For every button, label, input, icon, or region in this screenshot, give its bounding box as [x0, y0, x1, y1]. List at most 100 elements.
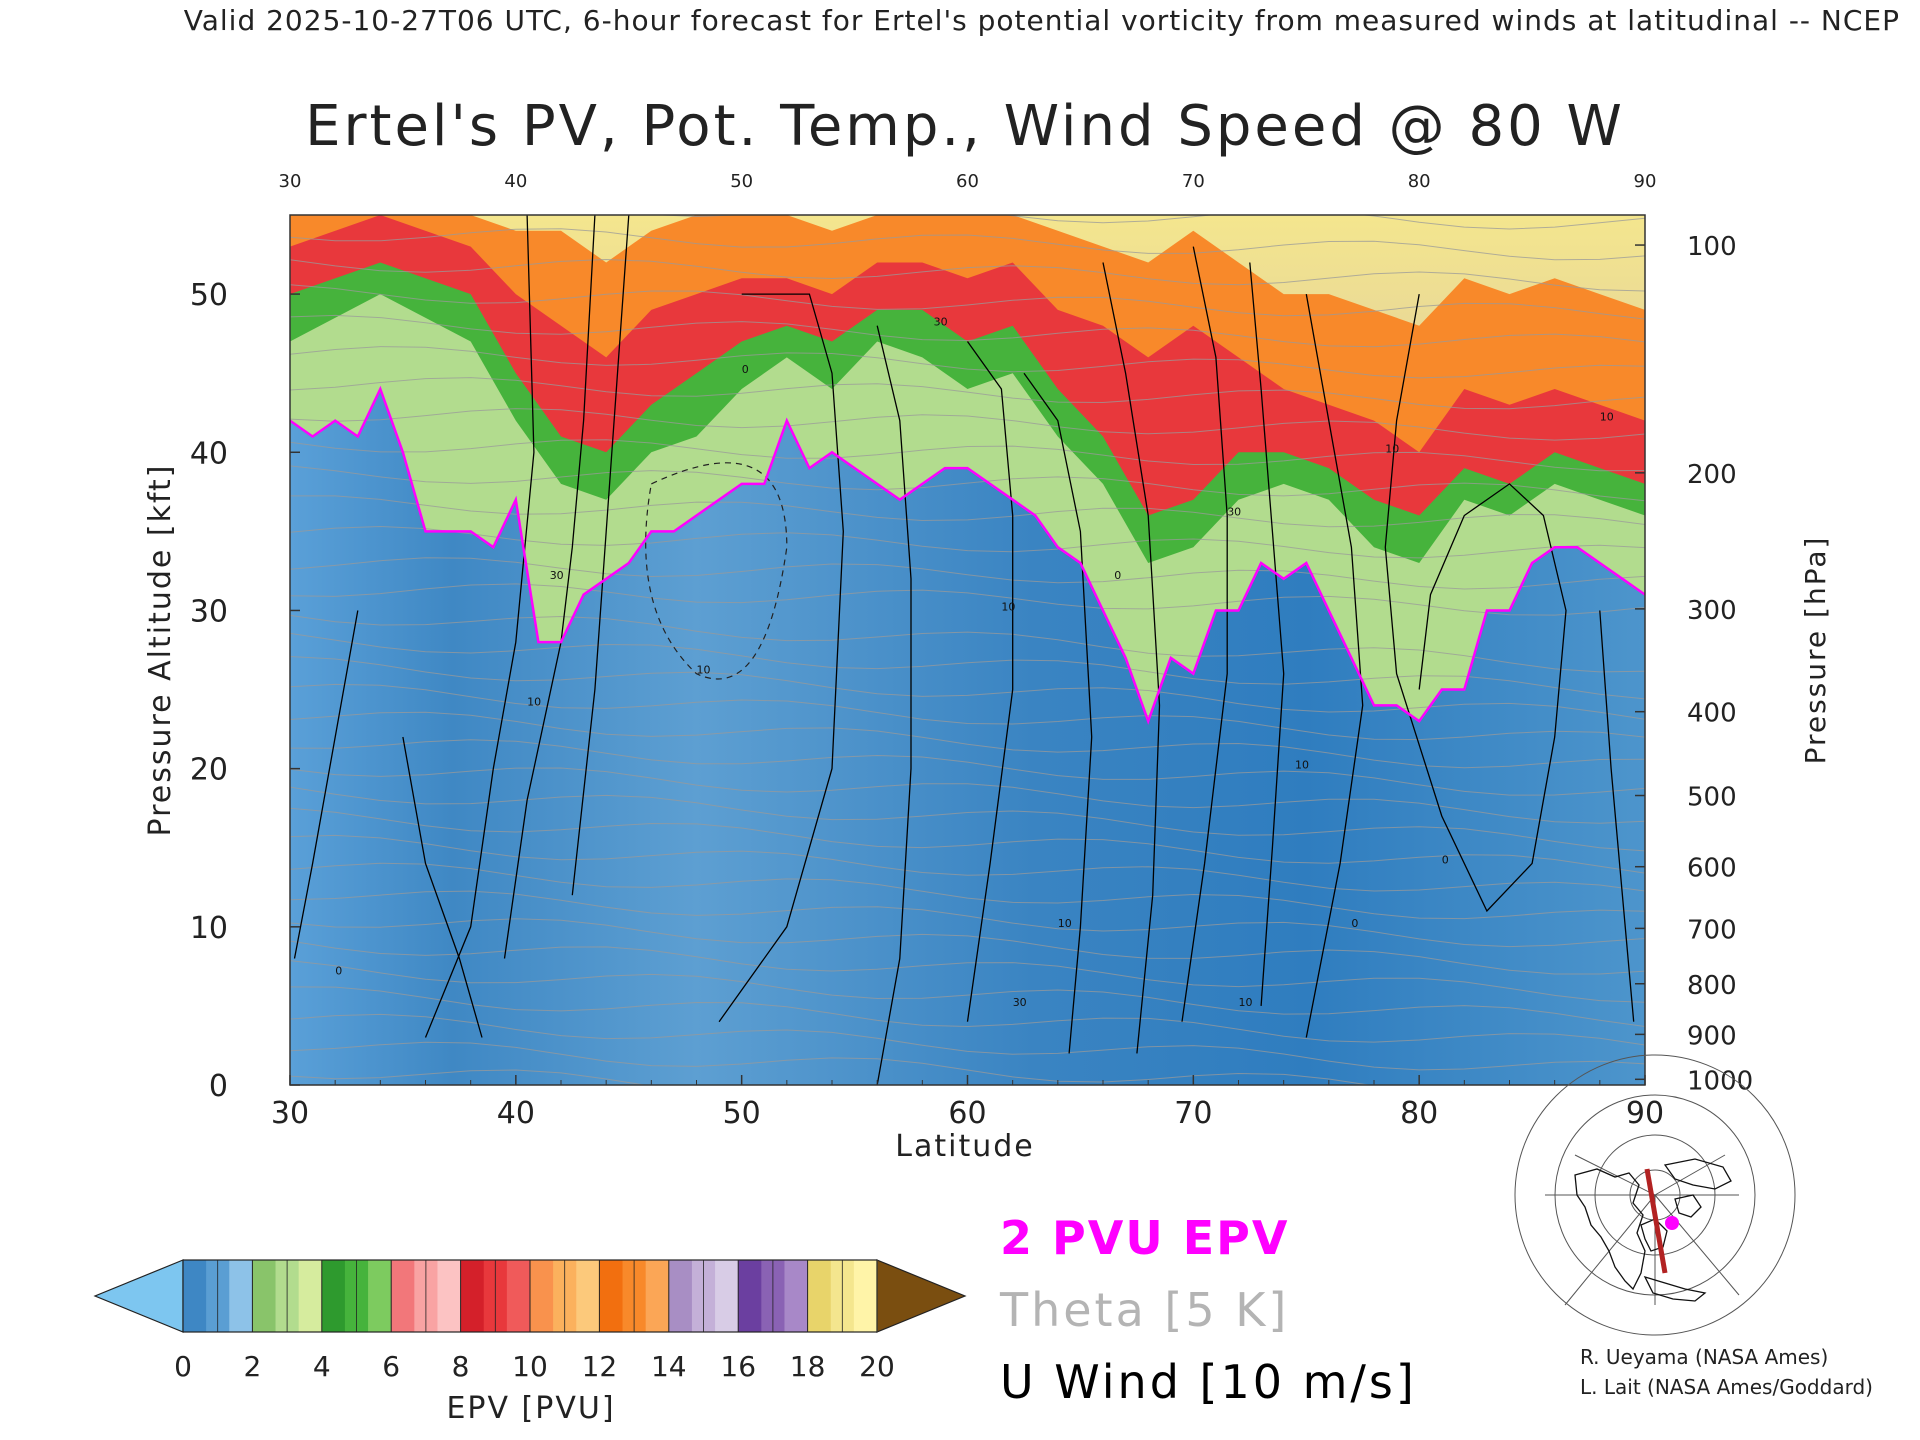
theta-line [290, 258, 1645, 292]
section-line [1644, 1168, 1668, 1274]
wind-contour-line [402, 736, 483, 1038]
colorbar-tick-label: 14 [651, 1350, 687, 1383]
theta-line [290, 890, 1645, 948]
colorbar-tick-label: 12 [582, 1350, 618, 1383]
y-tick-label: 20 [190, 753, 228, 788]
wind-contour-label: 30 [1227, 506, 1241, 519]
colorbar-swatch [645, 1260, 670, 1332]
theta-contours [290, 215, 1645, 1085]
y-tick-label: 40 [190, 436, 228, 471]
theta-line [290, 656, 1645, 720]
tropopause-2pvu-line [290, 385, 1645, 725]
colorbar-swatch [229, 1260, 253, 1332]
theta-line [290, 408, 1645, 441]
wind-contour-label: 10 [1295, 759, 1309, 772]
theta-line [290, 739, 1645, 796]
wind-contours [293, 215, 1635, 1085]
wind-contour-label: 0 [742, 363, 749, 376]
y-right-tick-label: 200 [1687, 460, 1737, 490]
theta-line [290, 683, 1645, 741]
wind-contour-line [718, 293, 844, 1023]
wind-contour-label: 10 [1001, 601, 1015, 614]
wind-contour-line [1102, 262, 1161, 1054]
theta-line [290, 284, 1645, 320]
theta-line [290, 986, 1645, 1046]
colorbar-swatch [321, 1260, 346, 1332]
x-top-tick-label: 70 [1182, 171, 1205, 192]
wind-contour-line [1249, 262, 1285, 1006]
wind-contour-line [876, 325, 912, 1085]
theta-line [290, 940, 1645, 1003]
location-map [1514, 1054, 1796, 1336]
y-axis-right-label: Pressure [hPa] [1799, 536, 1832, 765]
colorbar-swatch [599, 1260, 624, 1332]
colorbar-swatch [784, 1260, 809, 1332]
colorbar-swatch [715, 1260, 739, 1332]
wind-contour-label: 10 [1058, 917, 1072, 930]
y-tick-label: 10 [190, 911, 228, 946]
wind-contour-line [1384, 293, 1567, 913]
credits: R. Ueyama (NASA Ames) L. Lait (NASA Ames… [1580, 1342, 1873, 1402]
x-top-tick-label: 40 [504, 171, 527, 192]
colorbar-tick-label: 10 [512, 1350, 548, 1383]
wind-contour-label: 10 [697, 664, 711, 677]
theta-line [290, 834, 1645, 892]
x-tick-label: 60 [948, 1096, 986, 1131]
colorbar-tick-label: 18 [790, 1350, 826, 1383]
colorbar-swatch [853, 1260, 878, 1332]
y-right-tick-label: 500 [1687, 783, 1737, 813]
x-tick-label: 80 [1400, 1096, 1438, 1131]
location-dot [1665, 1216, 1679, 1230]
colorbar-over-arrow [876, 1259, 967, 1333]
colorbar-tick-label: 6 [382, 1350, 400, 1383]
band-troposphere [290, 389, 1645, 1085]
theta-line [290, 314, 1645, 348]
y-axis-left-label: Pressure Altitude [kft] [143, 464, 178, 837]
colorbar-tick-label: 2 [243, 1350, 261, 1383]
wind-contour-line [293, 610, 359, 959]
x-top-tick-label: 60 [956, 171, 979, 192]
x-tick-label: 40 [497, 1096, 535, 1131]
colorbar-label: EPV [PVU] [446, 1391, 615, 1426]
wind-contour-label: 0 [1114, 569, 1121, 582]
legend-2pvu-epv: 2 PVU EPV [1000, 1211, 1290, 1265]
wind-contour-label: 10 [527, 695, 541, 708]
theta-line [290, 439, 1645, 472]
plot-area: 0 10 30 10 0 30 10 30 10 0 30 10 10 0 10 0 10 [290, 215, 1645, 1085]
theta-line [651, 215, 1645, 230]
y-right-tick-label: 800 [1687, 971, 1737, 1001]
colorbar-swatch [576, 1260, 600, 1332]
colorbar-tick-label: 16 [720, 1350, 756, 1383]
wind-contour-label: 30 [1013, 996, 1027, 1009]
colorbar-swatch [506, 1260, 531, 1332]
x-top-tick-label: 30 [279, 171, 302, 192]
x-tick-label: 50 [723, 1096, 761, 1131]
theta-line [290, 960, 1645, 1027]
y-right-tick-label: 700 [1687, 915, 1737, 945]
colorbar: 0 2 4 6 8 10 12 14 16 18 20 [93, 1259, 967, 1383]
y-right-tick-label: 100 [1687, 232, 1737, 262]
colorbar-swatch [368, 1260, 392, 1332]
theta-line [290, 346, 1645, 379]
wind-contour-line [1023, 372, 1093, 1054]
x-top-tick-label: 80 [1408, 171, 1431, 192]
wind-contour-negative [645, 462, 788, 680]
y-tick-label: 30 [190, 594, 228, 629]
colorbar-tick-label: 8 [452, 1350, 470, 1383]
theta-line [290, 711, 1645, 769]
theta-line [290, 786, 1645, 852]
wind-contour-label: 10 [1239, 996, 1253, 1009]
colorbar-swatch [183, 1260, 207, 1332]
theta-line [290, 583, 1645, 616]
theta-line [290, 632, 1645, 700]
theta-line [290, 525, 1645, 559]
wind-contour-line [1305, 293, 1364, 1038]
wind-contour-line [966, 341, 1014, 1022]
wind-contour-label: 10 [1600, 411, 1614, 424]
wind-contour-label: 10 [1385, 442, 1399, 455]
x-axis-bottom: 30 40 50 60 70 80 90 [271, 1075, 1664, 1131]
y-tick-label: 0 [209, 1069, 228, 1104]
theta-line [290, 465, 1645, 502]
